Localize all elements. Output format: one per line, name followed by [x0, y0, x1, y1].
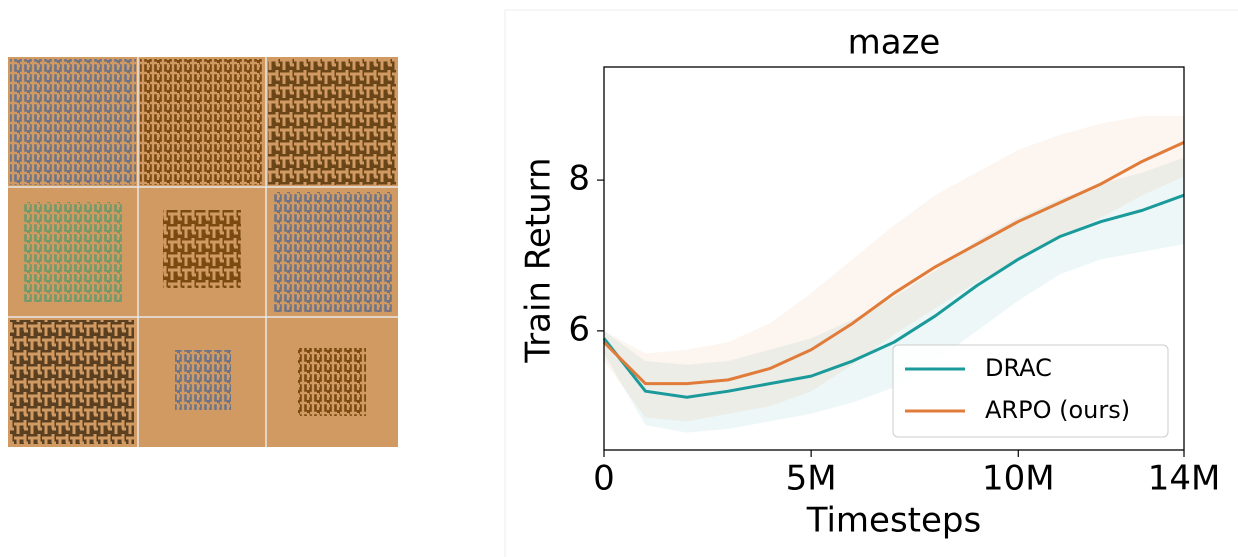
x-tick-label: 5M: [786, 459, 837, 499]
confidence-band: [604, 157, 1184, 433]
x-axis-label: Timesteps: [806, 501, 981, 541]
x-tick-label: 10M: [982, 459, 1055, 499]
plot-frame: [603, 66, 1185, 451]
maze-dividers: [8, 57, 398, 447]
panel-border: [504, 9, 1238, 557]
y-tick-label: 6: [568, 309, 590, 349]
maze-tiles: [10, 59, 396, 444]
line: [602, 193, 1185, 399]
chart: maze Timesteps Train Return 6 8 0 5M 10M 14M D…: [519, 23, 1221, 541]
maze-grid: [8, 57, 398, 447]
x-tick-label: 0: [593, 459, 615, 499]
legend-label: DRAC: [985, 354, 1052, 382]
y-axis-label: Train Return: [519, 157, 559, 363]
confidence-band: [604, 116, 1184, 422]
y-tick-label: 8: [568, 159, 590, 199]
line: [602, 141, 1185, 386]
x-tick-label: 14M: [1148, 459, 1221, 499]
chart-title: maze: [848, 23, 941, 63]
legend-label: ARPO (ours): [985, 396, 1130, 424]
